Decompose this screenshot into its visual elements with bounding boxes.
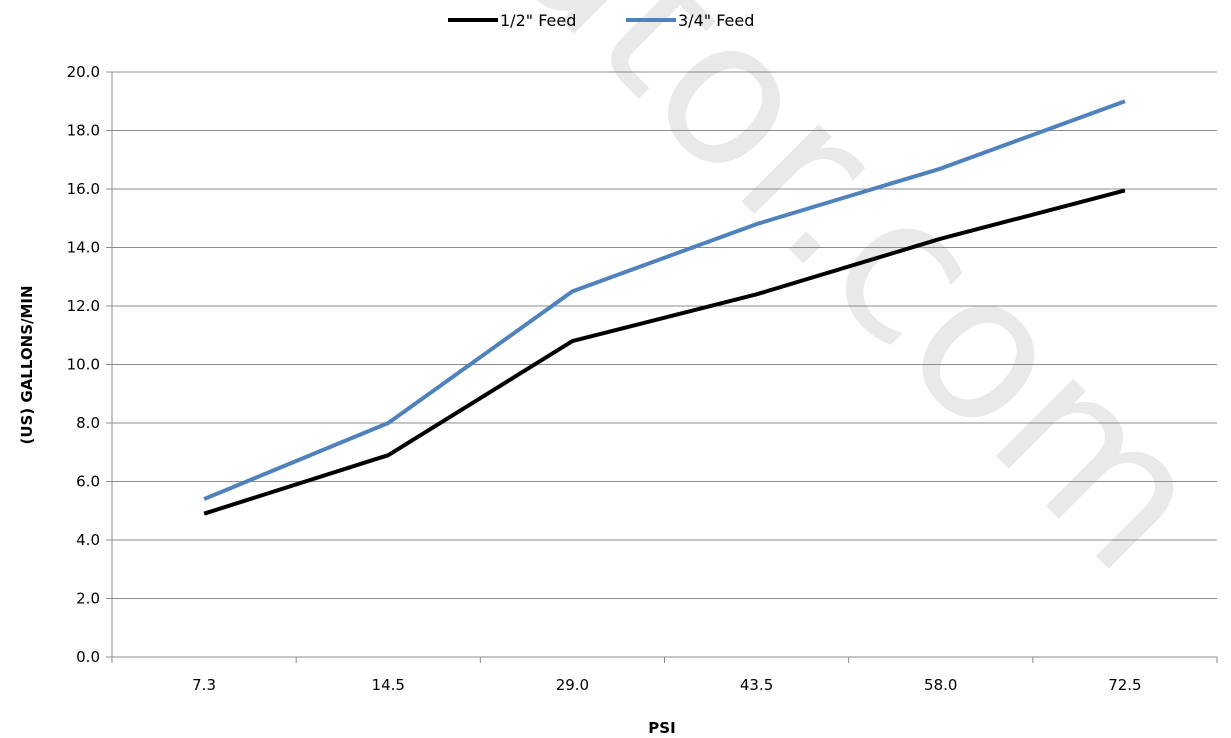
legend-label: 1/2" Feed <box>500 11 576 30</box>
y-tick-label: 10.0 <box>67 356 100 374</box>
y-tick-label: 16.0 <box>67 180 100 198</box>
x-tick-label: 72.5 <box>1108 676 1141 694</box>
x-tick-label: 43.5 <box>740 676 773 694</box>
legend-label: 3/4" Feed <box>678 11 754 30</box>
x-axis-title: PSI <box>648 719 675 737</box>
series-line-1 <box>203 188 1126 516</box>
y-tick-label: 2.0 <box>76 590 100 608</box>
watermark: ator.com <box>466 0 1231 615</box>
y-tick-labels: 0.0 2.0 4.0 6.0 8.0 10.0 12.0 14.0 16.0 18.0 20.0 <box>67 63 100 666</box>
x-tick-labels: 7.3 14.5 29.0 43.5 58.0 72.5 <box>192 676 1141 694</box>
series-lines <box>203 99 1126 516</box>
y-tick-label: 0.0 <box>76 648 100 666</box>
y-tick-label: 6.0 <box>76 473 100 491</box>
axes <box>111 72 1218 663</box>
x-tick-label: 58.0 <box>924 676 957 694</box>
series-line-2 <box>203 99 1126 501</box>
x-tick-label: 29.0 <box>556 676 589 694</box>
y-tick-label: 8.0 <box>76 414 100 432</box>
gridlines <box>106 71 1217 658</box>
y-tick-label: 12.0 <box>67 297 100 315</box>
y-tick-label: 20.0 <box>67 63 100 81</box>
y-axis-title: (US) GALLONS/MIN <box>18 285 36 444</box>
x-tick-label: 14.5 <box>372 676 405 694</box>
legend: 1/2" Feed 3/4" Feed <box>448 11 754 30</box>
x-tick-label: 7.3 <box>192 676 216 694</box>
y-tick-label: 18.0 <box>67 122 100 140</box>
y-tick-label: 14.0 <box>67 239 100 257</box>
y-tick-label: 4.0 <box>76 531 100 549</box>
